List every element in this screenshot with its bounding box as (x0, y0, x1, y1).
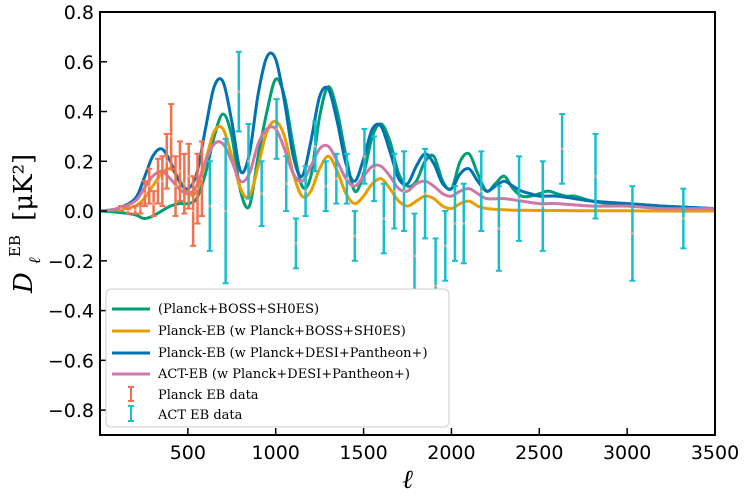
act-eb-point-10 (322, 160, 329, 213)
act-eb-point-7 (292, 217, 299, 270)
y-axis-label-sub: ℓ (25, 257, 44, 264)
planck-eb-point-4 (141, 180, 148, 208)
planck-eb-point-7 (154, 157, 161, 205)
act-eb-point-1 (222, 137, 229, 285)
act-eb-point-26 (495, 185, 502, 272)
act-eb-point-2 (235, 50, 242, 133)
legend-box (105, 288, 450, 428)
planck-eb-point-10 (168, 103, 175, 170)
act-eb-point-5 (273, 98, 280, 160)
legend-label-planck-eb-desi: Planck-EB (w Planck+DESI+Pantheon+) (158, 346, 428, 361)
x-tick-label-1500: 1500 (339, 442, 387, 464)
act-eb-point-27 (516, 155, 523, 242)
y-axis-label: D ℓ EB [μK²] (0, 154, 47, 294)
y-tick-label-0.4: 0.4 (64, 102, 94, 124)
planck-eb-point-3 (137, 202, 144, 215)
legend-swatch-planck-data (128, 386, 134, 402)
planck-eb-point-11 (172, 155, 179, 218)
planck-eb-point-2 (132, 205, 139, 215)
act-eb-point-14 (361, 127, 368, 185)
act-eb-point-25 (478, 150, 485, 232)
planck-eb-point-9 (163, 132, 170, 190)
planck-eb-point-0 (118, 205, 125, 213)
x-tick-label-500: 500 (170, 442, 206, 464)
planck-eb-point-17 (198, 140, 205, 218)
act-eb-point-31 (629, 185, 636, 282)
y-tick-label-0.2: 0.2 (64, 151, 94, 173)
x-tick-label-1000: 1000 (252, 442, 300, 464)
tick-layer: 500 1000 1500 2000 2500 3000 3500 −0.8 −0.6 −0.4 −… (48, 2, 739, 464)
legend-label-planck-boss-shoes: (Planck+BOSS+SH0ES) (158, 302, 319, 317)
act-eb-point-19 (411, 212, 418, 300)
act-eb-point-9 (312, 120, 319, 173)
planck-eb-point-15 (190, 175, 197, 247)
y-tick-label-0.6: 0.6 (64, 52, 94, 74)
planck-eb-point-13 (181, 152, 188, 215)
act-eb-point-24 (460, 182, 467, 265)
act-eb-point-15 (371, 135, 378, 203)
act-eb-point-17 (391, 152, 398, 230)
act-eb-point-30 (592, 132, 599, 220)
legend-swatch-act-data (128, 405, 134, 422)
y-tick-label-−0.2: −0.2 (48, 251, 94, 273)
act-eb-point-6 (283, 155, 290, 213)
act-eb-point-13 (351, 210, 358, 262)
x-tick-label-2000: 2000 (427, 442, 475, 464)
planck-eb-point-5 (146, 167, 153, 205)
planck-eb-point-14 (185, 142, 192, 210)
legend-label-act-data: ACT EB data (157, 408, 243, 423)
act-eb-point-4 (258, 160, 265, 227)
act-eb-point-22 (442, 210, 449, 282)
legend-label-planck-eb-boss: Planck-EB (w Planck+BOSS+SH0ES) (158, 324, 406, 339)
legend-label-act-eb-desi: ACT-EB (w Planck+DESI+Pantheon+) (157, 367, 410, 382)
x-tick-label-3500: 3500 (691, 442, 739, 464)
act-eb-point-11 (333, 152, 340, 205)
svg-text:D ℓ EB [μK²]: D ℓ EB [μK²] (0, 154, 47, 294)
x-tick-label-2500: 2500 (515, 442, 563, 464)
act-eb-point-0 (206, 160, 213, 252)
y-tick-label-−0.4: −0.4 (48, 301, 94, 323)
act-eb-point-20 (422, 147, 429, 240)
planck-eb-point-6 (150, 190, 157, 218)
act-eb-point-16 (380, 182, 387, 255)
y-axis-label-main: D (9, 272, 39, 294)
y-tick-label-−0.6: −0.6 (48, 350, 94, 372)
act-eb-point-18 (400, 150, 407, 232)
act-eb-point-28 (539, 160, 546, 252)
y-axis-label-sup: EB (6, 235, 24, 257)
act-eb-point-12 (343, 152, 350, 205)
x-tick-label-3000: 3000 (603, 442, 651, 464)
legend: (Planck+BOSS+SH0ES) Planck-EB (w Planck+… (105, 288, 450, 428)
y-tick-label-−0.8: −0.8 (48, 400, 94, 422)
planck-eb-point-16 (194, 152, 201, 225)
plot-frame (99, 11, 716, 436)
act-eb-point-29 (559, 113, 566, 185)
planck-eb-point-1 (125, 207, 132, 215)
act-eb-point-8 (302, 165, 309, 218)
act-eb-point-32 (680, 187, 687, 250)
y-axis-label-unit: [μK²] (9, 154, 39, 221)
act-eb-point-3 (245, 122, 252, 200)
y-tick-label-0.0: 0.0 (64, 201, 94, 223)
y-tick-label-0.8: 0.8 (64, 2, 94, 24)
legend-label-planck-data: Planck EB data (158, 388, 259, 403)
act-eb-point-23 (451, 185, 458, 262)
planck-eb-point-12 (176, 140, 183, 203)
x-axis-label: ℓ (402, 465, 413, 495)
planck-eb-point-8 (159, 155, 166, 208)
